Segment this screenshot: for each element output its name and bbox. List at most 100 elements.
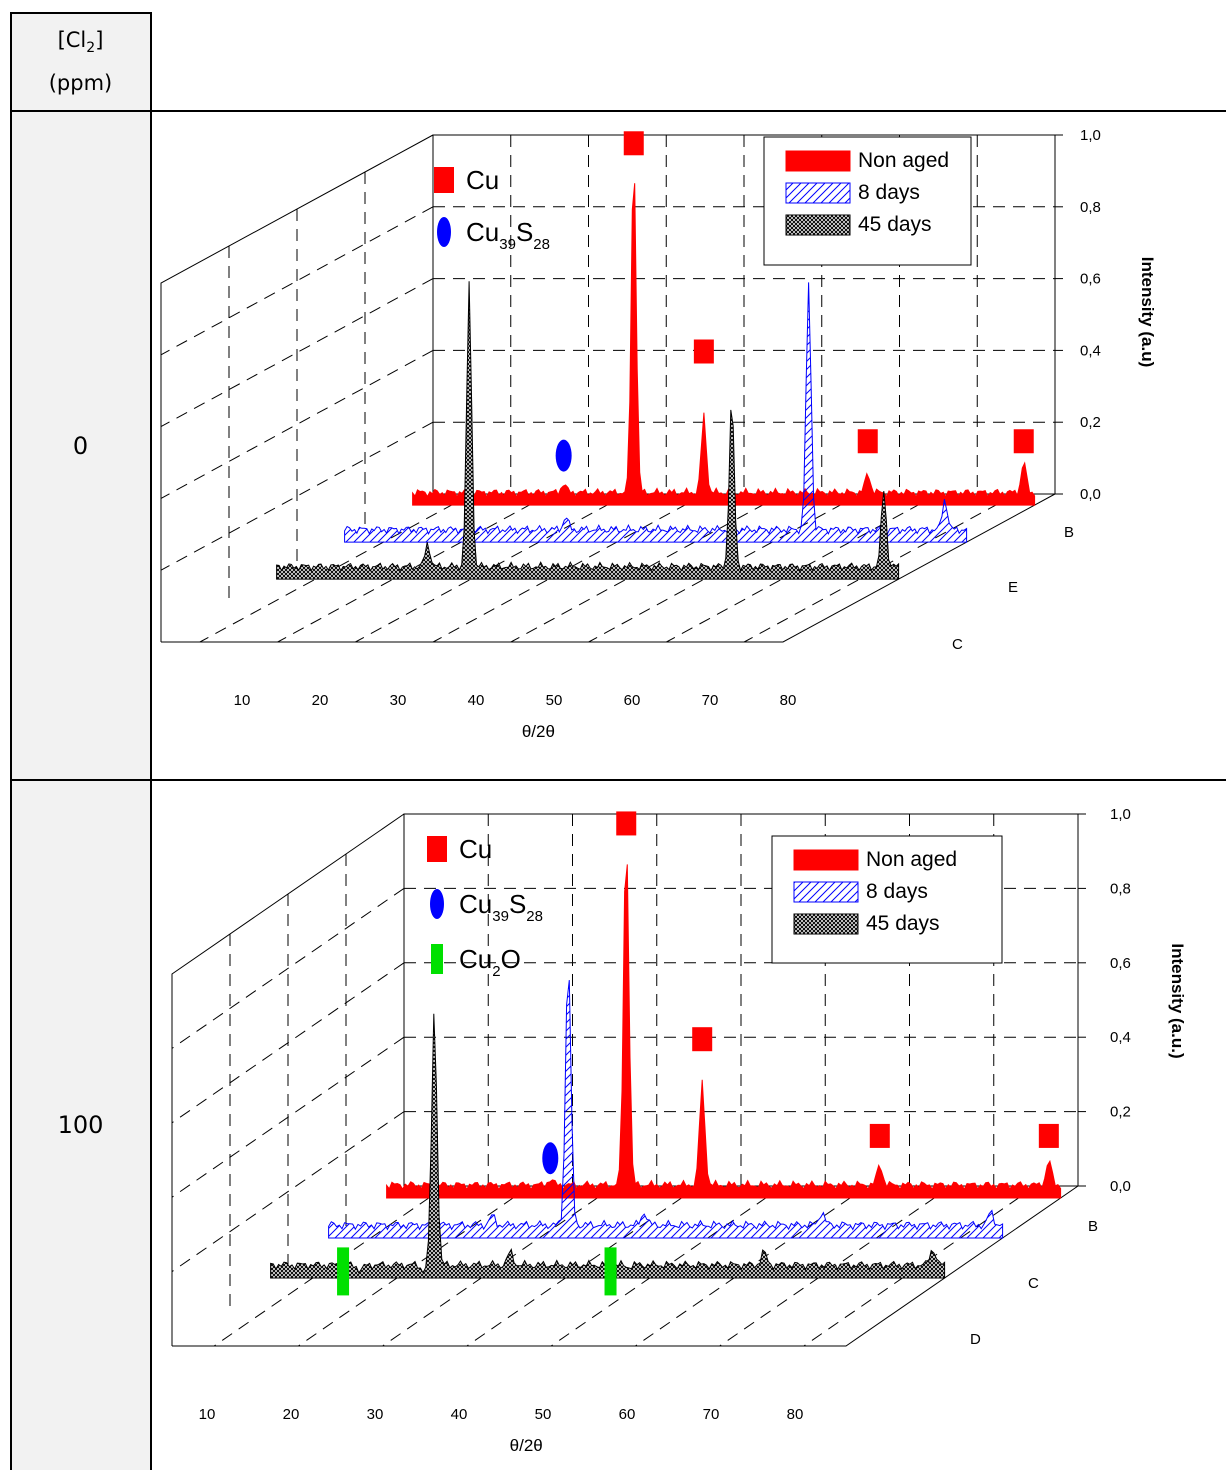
y-tick-label: 0,0 bbox=[1080, 486, 1101, 503]
x-tick-label: 10 bbox=[199, 1406, 216, 1423]
y-axis-label: Intensity (a.u) bbox=[1138, 257, 1157, 368]
marker-legend-label: Cu39S28 bbox=[466, 217, 550, 253]
series-trace-non-aged bbox=[412, 183, 1036, 506]
marker-legend-label: Cu2O bbox=[459, 944, 521, 980]
x-tick-label: 80 bbox=[787, 1406, 804, 1423]
depth-label: B bbox=[1064, 524, 1074, 541]
x-axis-label: θ/2θ bbox=[510, 1436, 543, 1455]
cu-peak-marker bbox=[692, 1027, 713, 1052]
grid-line bbox=[160, 349, 434, 499]
x-tick-label: 70 bbox=[703, 1406, 720, 1423]
marker-legend-label: Cu39S28 bbox=[459, 889, 543, 925]
cu39s28-peak-marker bbox=[555, 439, 572, 472]
y-tick-label: 0,6 bbox=[1110, 955, 1131, 972]
cu-peak-marker bbox=[1038, 1123, 1059, 1148]
cu-peak-marker bbox=[869, 1123, 890, 1148]
side-wall-edge bbox=[160, 134, 434, 642]
xrd-chart-0ppm: 0,0 0,2 0,4 0,6 0,8 1,0 Intensity (a.u) 10 20 30 4… bbox=[160, 127, 1157, 741]
x-tick-label: 50 bbox=[535, 1406, 552, 1423]
x-tick-label: 30 bbox=[390, 692, 407, 709]
cu39s28-peak-marker bbox=[542, 1142, 559, 1175]
depth-label: C bbox=[952, 636, 963, 653]
xrd-chart-100ppm: 0,0 0,2 0,4 0,6 0,8 1,0 Intensity (a.u.) 10 20 30… bbox=[171, 806, 1187, 1455]
species-label: [Cl2] bbox=[57, 28, 104, 57]
unit-label: (ppm) bbox=[48, 70, 113, 95]
depth-label: E bbox=[1008, 579, 1018, 596]
table-border bbox=[150, 12, 152, 1470]
cu2o-peak-marker bbox=[604, 1247, 617, 1296]
grid-line bbox=[171, 1111, 405, 1273]
grid-line bbox=[355, 493, 628, 643]
x-tick-label: 40 bbox=[468, 692, 485, 709]
series-trace-non-aged bbox=[386, 864, 1062, 1199]
legend-swatch bbox=[785, 182, 851, 204]
x-tick-label: 30 bbox=[367, 1406, 384, 1423]
legend-swatch bbox=[785, 214, 851, 236]
table-border bbox=[10, 110, 1226, 112]
concentration-label: 100 bbox=[57, 1111, 104, 1139]
x-tick-label: 20 bbox=[312, 692, 329, 709]
series-trace-8-days bbox=[344, 282, 968, 543]
table-border bbox=[10, 12, 151, 14]
legend-cu2o-marker bbox=[431, 944, 443, 974]
grid-line bbox=[510, 493, 784, 643]
legend-cu39s28-marker bbox=[437, 217, 451, 247]
header-label-cell: [Cl2] (ppm) bbox=[10, 12, 151, 111]
legend-entry: Non aged bbox=[866, 848, 957, 871]
legend-entry: 45 days bbox=[866, 912, 940, 935]
x-tick-label: 60 bbox=[619, 1406, 636, 1423]
legend-cu-marker bbox=[434, 167, 454, 193]
cu2o-peak-marker bbox=[337, 1247, 350, 1296]
marker-legend-label: Cu bbox=[459, 834, 492, 864]
grid-line bbox=[277, 493, 550, 643]
x-tick-label: 80 bbox=[780, 692, 797, 709]
legend-entry: 8 days bbox=[866, 880, 928, 903]
legend-entry: 45 days bbox=[858, 213, 932, 236]
x-tick-label: 40 bbox=[451, 1406, 468, 1423]
legend-swatch bbox=[785, 150, 851, 172]
grid-line bbox=[432, 493, 706, 643]
cu-peak-marker bbox=[857, 429, 878, 454]
grid-line bbox=[171, 887, 405, 1049]
legend-cu39s28-marker bbox=[430, 889, 444, 919]
y-tick-label: 1,0 bbox=[1080, 127, 1101, 144]
x-axis-label: θ/2θ bbox=[522, 722, 555, 741]
y-tick-label: 0,8 bbox=[1080, 199, 1101, 216]
grid-line bbox=[666, 493, 939, 643]
x-tick-label: 10 bbox=[234, 692, 251, 709]
table-border bbox=[10, 12, 12, 1470]
y-tick-label: 0,8 bbox=[1110, 880, 1131, 897]
concentration-cell-100: 100 bbox=[10, 780, 151, 1470]
grid-line bbox=[160, 206, 434, 356]
x-tick-label: 50 bbox=[546, 692, 563, 709]
grid-line bbox=[743, 493, 1017, 643]
y-tick-label: 0,6 bbox=[1080, 271, 1101, 288]
grid-line bbox=[199, 493, 473, 643]
legend-swatch bbox=[793, 849, 859, 871]
depth-label: B bbox=[1088, 1218, 1098, 1235]
legend-cu-marker bbox=[427, 836, 447, 862]
depth-label: D bbox=[970, 1331, 981, 1348]
cu-peak-marker bbox=[1013, 429, 1034, 454]
y-tick-label: 0,2 bbox=[1110, 1104, 1131, 1121]
table-border bbox=[10, 779, 1226, 781]
cu-peak-marker bbox=[616, 811, 637, 836]
x-tick-label: 20 bbox=[283, 1406, 300, 1423]
y-tick-label: 0,2 bbox=[1080, 414, 1101, 431]
grid-line bbox=[160, 278, 434, 428]
legend-swatch bbox=[793, 913, 859, 935]
depth-label: C bbox=[1028, 1275, 1039, 1292]
legend-swatch bbox=[793, 881, 859, 903]
concentration-cell-0: 0 bbox=[10, 111, 151, 780]
x-tick-label: 60 bbox=[624, 692, 641, 709]
y-axis-label: Intensity (a.u.) bbox=[1168, 943, 1187, 1058]
legend-entry: 8 days bbox=[858, 181, 920, 204]
legend-entry: Non aged bbox=[858, 149, 949, 172]
y-tick-label: 0,4 bbox=[1080, 342, 1101, 359]
concentration-label: 0 bbox=[72, 431, 89, 460]
cu-peak-marker bbox=[693, 339, 714, 364]
side-wall-edge bbox=[171, 813, 405, 1346]
series-trace-45-days bbox=[276, 281, 900, 580]
cu-peak-marker bbox=[623, 131, 644, 156]
grid-line bbox=[160, 421, 434, 571]
